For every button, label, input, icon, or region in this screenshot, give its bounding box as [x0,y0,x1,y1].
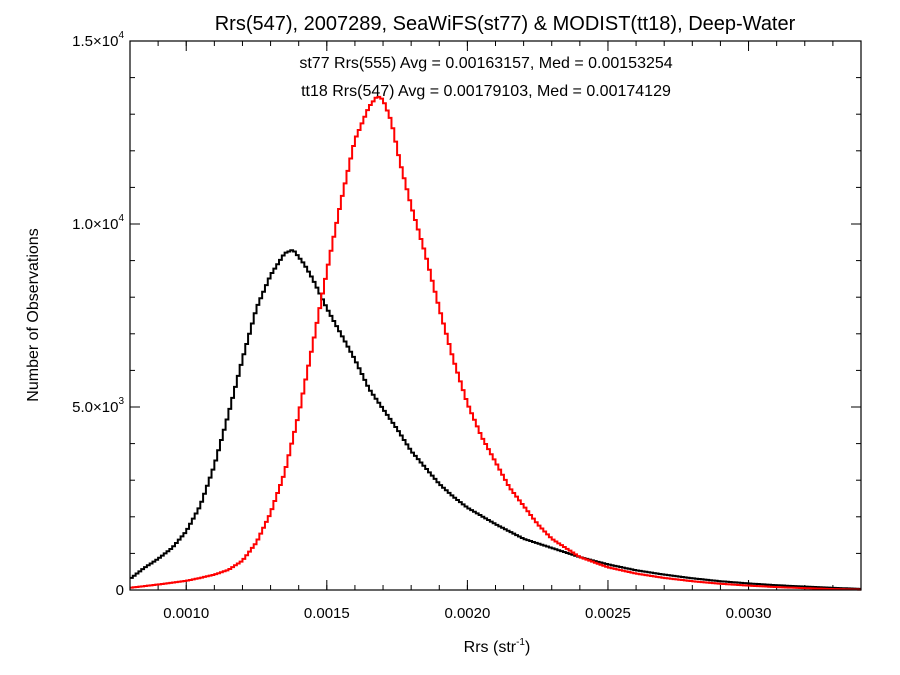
annotation-tt18: tt18 Rrs(547) Avg = 0.00179103, Med = 0.… [301,83,671,100]
y-axis-label: Number of Observations [25,228,42,401]
plot-frame [129,40,862,591]
y-tick-label-main: 5.0×10 [72,399,118,416]
series-tt18-line [130,95,861,591]
x-tick-label: 0.0015 [304,605,350,622]
x-axis-label-superscript: -1 [516,637,525,648]
x-tick-label: 0.0020 [444,605,490,622]
y-tick-label: 5.0×103 [72,396,124,416]
x-tick-label: 0.0025 [585,605,631,622]
x-tick-label: 0.0030 [726,605,772,622]
y-tick-label-main: 1.5×10 [72,33,118,50]
y-tick-label: 1.0×104 [72,213,124,233]
x-tick-label: 0.0010 [163,605,209,622]
y-tick-label-exponent: 4 [118,213,124,224]
y-tick-label-main: 0 [116,582,124,599]
y-axis-label-text: Number of Observations [25,228,42,401]
x-axis-label-close: ) [525,639,530,656]
y-tick-label: 1.5×104 [72,30,124,50]
axis-ticks: 0.0010 0.0015 0.0020 0.0025 0.0030 0 5.0×103 1.… [72,30,862,622]
series-layer [130,95,861,591]
y-tick-label-main: 1.0×10 [72,216,118,233]
annotation-st77: st77 Rrs(555) Avg = 0.00163157, Med = 0.… [299,55,672,72]
x-axis-label-main: Rrs (str [464,639,517,656]
y-tick-label: 0 [116,582,124,599]
chart-title: Rrs(547), 2007289, SeaWiFS(st77) & MODIS… [215,13,796,35]
x-axis-label: Rrs (str-1) [464,637,531,656]
y-tick-label-exponent: 3 [118,396,124,407]
y-tick-label-exponent: 4 [118,30,124,41]
series-st77-line [130,249,861,590]
